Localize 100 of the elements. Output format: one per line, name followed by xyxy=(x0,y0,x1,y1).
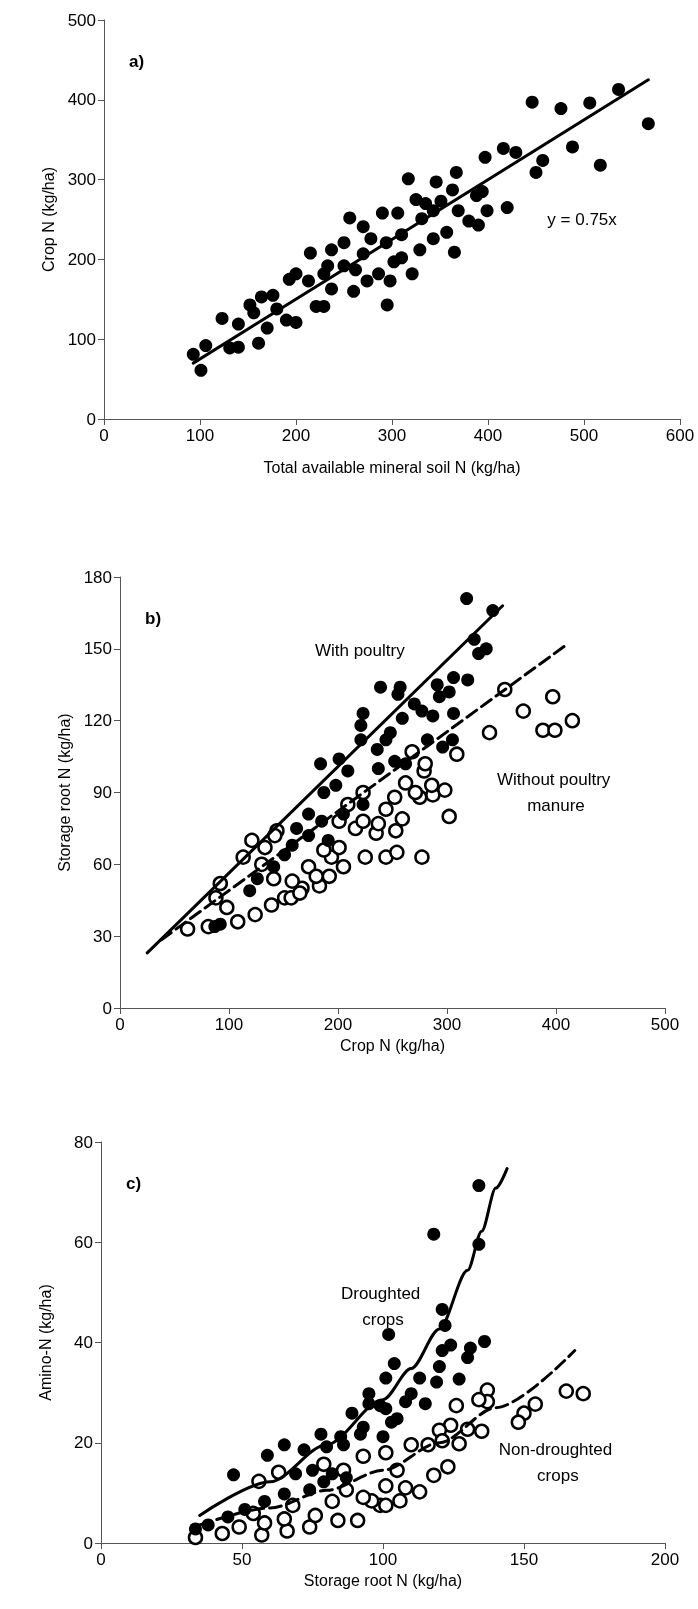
point xyxy=(316,1456,332,1473)
x-tick-label: 500 xyxy=(569,426,599,445)
x-tick-label: 200 xyxy=(650,1550,680,1569)
text: c) xyxy=(126,1174,142,1193)
annotation: y = 0.75x xyxy=(547,210,618,229)
point xyxy=(260,1448,274,1462)
y-axis-title: Crop N (kg/ha) xyxy=(39,167,57,272)
point xyxy=(510,1414,527,1430)
point xyxy=(188,1522,202,1536)
point xyxy=(379,1371,393,1385)
point xyxy=(355,1448,372,1465)
point xyxy=(370,742,384,756)
point xyxy=(413,1371,427,1385)
x-tick-label: 100 xyxy=(368,1550,398,1569)
y-tick-label: 120 xyxy=(83,711,112,731)
y-tick-label: 0 xyxy=(83,1533,93,1553)
point xyxy=(371,762,385,776)
point xyxy=(214,1525,231,1542)
point xyxy=(302,807,316,821)
point xyxy=(436,740,450,754)
point xyxy=(471,1391,487,1408)
y-tick-label: 0 xyxy=(102,998,112,1018)
point xyxy=(256,1515,273,1531)
y-tick-label: 150 xyxy=(83,639,112,659)
point xyxy=(314,1427,328,1441)
y-tick-label: 40 xyxy=(74,1333,93,1352)
point xyxy=(430,678,444,692)
point xyxy=(337,1438,351,1452)
point xyxy=(472,1179,486,1193)
y-tick-label: 400 xyxy=(67,90,96,110)
point xyxy=(382,1327,396,1341)
point xyxy=(279,1523,295,1539)
point xyxy=(321,833,335,847)
x-axis-title: Crop N (kg/ha) xyxy=(340,1037,445,1055)
point xyxy=(276,1511,293,1527)
point xyxy=(378,1445,394,1461)
point xyxy=(356,797,370,811)
point xyxy=(473,1423,490,1439)
point xyxy=(243,884,257,898)
point xyxy=(575,1385,591,1402)
series-label: With poultry xyxy=(314,640,406,660)
point xyxy=(329,778,343,792)
y-tick-label: 0 xyxy=(86,409,96,429)
y-tick-label: 60 xyxy=(74,1232,93,1252)
point xyxy=(353,1427,367,1441)
y-tick-label: 30 xyxy=(93,926,112,946)
point xyxy=(395,711,409,725)
point xyxy=(435,1302,449,1316)
point xyxy=(391,687,405,701)
point xyxy=(442,685,456,699)
x-tick-label: 100 xyxy=(214,1015,244,1034)
x-tick-label: 50 xyxy=(232,1550,252,1569)
point xyxy=(374,680,388,694)
point xyxy=(306,1463,319,1477)
point xyxy=(355,1489,372,1506)
text: a) xyxy=(129,52,145,71)
y-tick-label: 80 xyxy=(74,1132,93,1152)
point xyxy=(435,1344,449,1358)
y-tick-label: 300 xyxy=(67,170,96,190)
point xyxy=(432,690,446,704)
x-tick-label: 300 xyxy=(377,426,407,445)
point xyxy=(451,1436,467,1452)
point xyxy=(558,1383,575,1399)
series-label: Without poultry manure xyxy=(496,770,616,815)
x-tick-label: 300 xyxy=(432,1015,462,1034)
point xyxy=(324,1493,340,1510)
point xyxy=(356,706,370,720)
y-tick-label: 90 xyxy=(93,783,112,802)
point xyxy=(387,1357,401,1371)
point xyxy=(339,1471,353,1485)
point xyxy=(227,1468,241,1482)
point xyxy=(314,757,328,771)
point xyxy=(213,917,227,931)
x-tick-label: 200 xyxy=(323,1015,353,1034)
point xyxy=(430,1375,444,1389)
point xyxy=(301,1519,318,1535)
point xyxy=(415,704,429,718)
point xyxy=(397,1480,414,1496)
point xyxy=(527,1396,544,1412)
x-tick-label: 500 xyxy=(650,1015,680,1034)
point xyxy=(442,1417,459,1433)
point xyxy=(407,697,421,711)
y-tick-label: 20 xyxy=(74,1433,93,1453)
x-tick-label: 150 xyxy=(509,1550,539,1569)
point xyxy=(432,1360,446,1374)
x-tick-label: 600 xyxy=(665,426,695,445)
y-axis-title: Amino-N (kg/ha) xyxy=(36,1284,54,1401)
x-tick-label: 400 xyxy=(541,1015,571,1034)
point xyxy=(325,1467,339,1481)
text: b) xyxy=(145,609,162,628)
point xyxy=(354,718,368,732)
point xyxy=(341,764,355,778)
point xyxy=(297,1443,311,1457)
y-tick-label: 500 xyxy=(67,10,96,30)
point xyxy=(388,754,402,768)
point xyxy=(379,733,393,747)
series-label: Droughted crops xyxy=(340,1283,426,1329)
x-axis-title: Total available mineral soil N (kg/ha) xyxy=(263,458,521,476)
x-axis-title: Storage root N (kg/ha) xyxy=(303,1572,463,1590)
point xyxy=(258,1494,272,1508)
